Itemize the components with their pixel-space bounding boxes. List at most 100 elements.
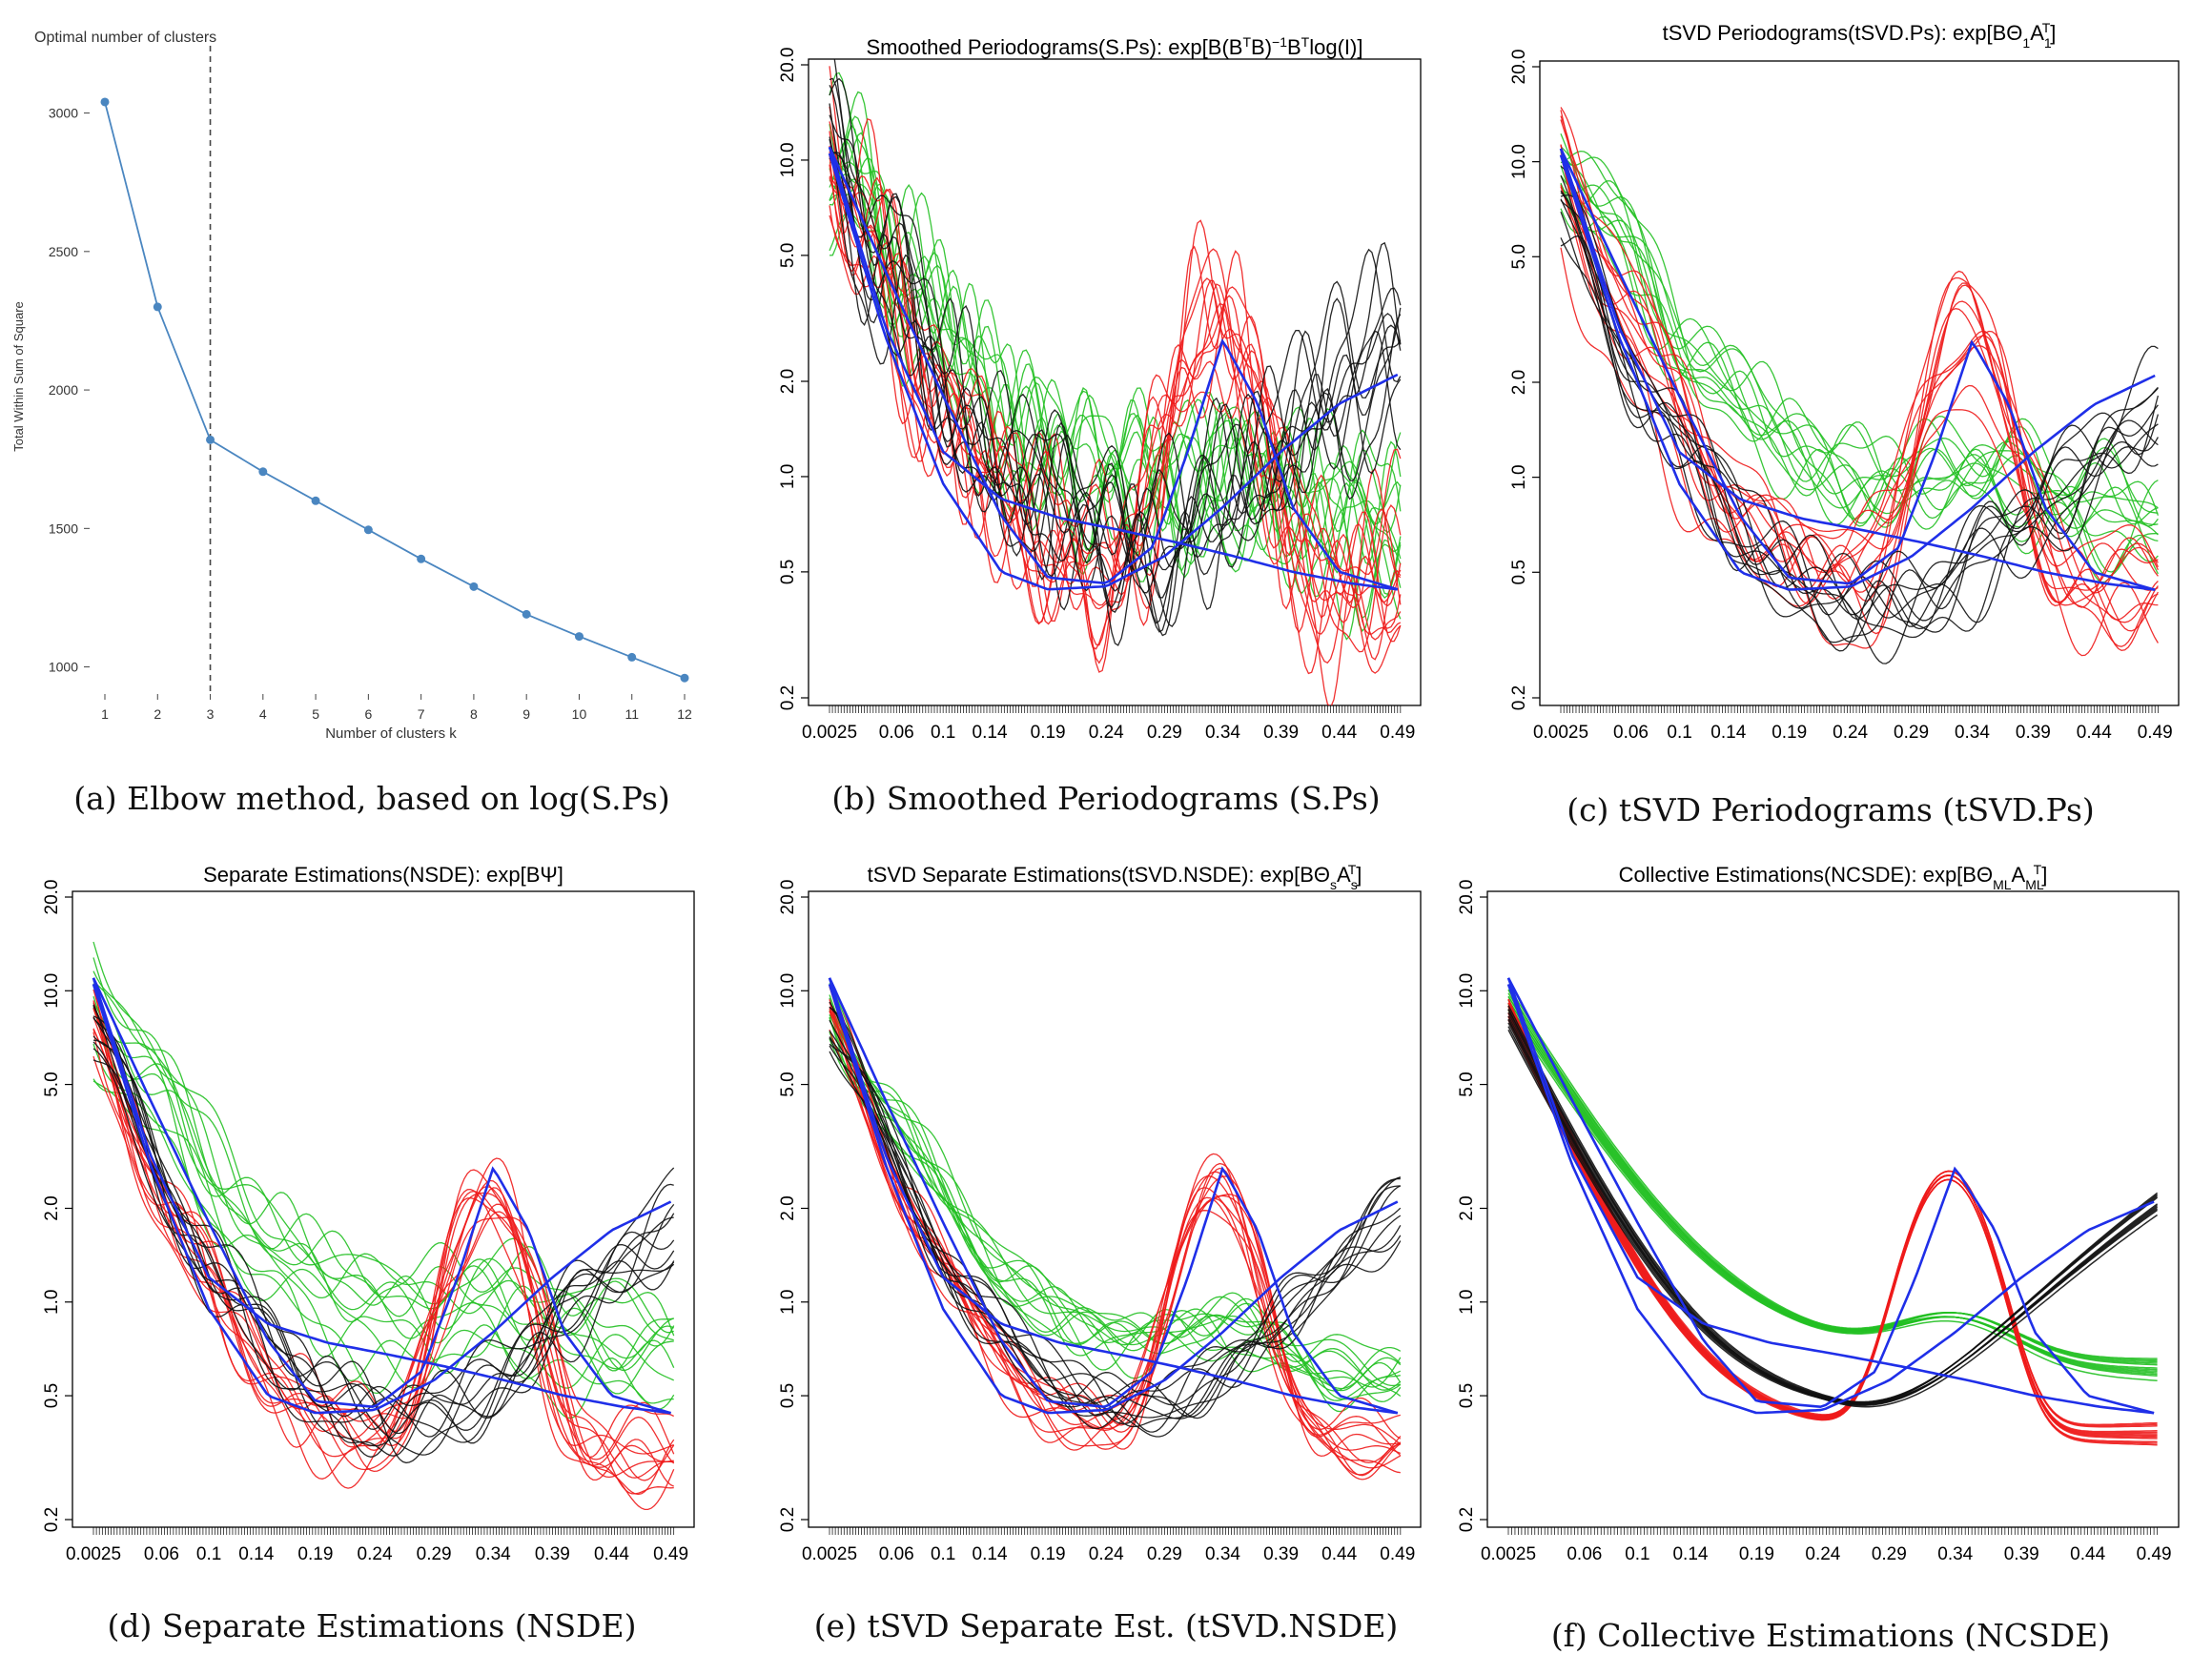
red-series-line bbox=[1507, 1009, 2158, 1435]
red-series-line bbox=[1560, 144, 2159, 594]
elbow-point bbox=[363, 525, 373, 535]
elbow-line bbox=[104, 101, 686, 680]
x-tick-label: 0.1 bbox=[931, 723, 955, 743]
green-series-line bbox=[1560, 150, 2159, 515]
green-series-line bbox=[1560, 184, 2159, 577]
y-tick-label: 0.2 bbox=[778, 685, 798, 710]
red-series-line bbox=[829, 986, 1402, 1476]
black-series-line bbox=[1560, 211, 2159, 643]
x-tick-label: 0.39 bbox=[1263, 1544, 1299, 1564]
red-series-line bbox=[1560, 154, 2159, 591]
x-tick-label: 0.1 bbox=[1667, 723, 1691, 743]
curve-layer bbox=[1559, 107, 2160, 664]
x-tick-label: 0.44 bbox=[2070, 1544, 2105, 1564]
x-tick-label: 0.14 bbox=[1710, 723, 1746, 743]
x-tick-label: 0.19 bbox=[1739, 1544, 1774, 1564]
red-series-line bbox=[92, 1008, 675, 1481]
y-tick-label: 10.0 bbox=[778, 973, 798, 1009]
x-tick-label: 0.06 bbox=[879, 723, 914, 743]
red-series-line bbox=[1560, 150, 2159, 621]
elbow-point bbox=[311, 496, 320, 505]
y-tick-label: 1.0 bbox=[42, 1290, 62, 1315]
red-series-line bbox=[92, 1016, 674, 1479]
black-series-line bbox=[829, 1007, 1402, 1430]
red-series-line bbox=[92, 1031, 674, 1495]
x-tick-label: 0.34 bbox=[1205, 723, 1240, 743]
x-tick-label: 0.14 bbox=[1672, 1544, 1708, 1564]
black-series-line bbox=[829, 138, 1402, 599]
x-tick-label: 0.1 bbox=[1625, 1544, 1649, 1564]
x-tick-label: 0.0025 bbox=[802, 723, 857, 743]
elbow-point bbox=[417, 554, 426, 563]
y-tick-label: 20.0 bbox=[778, 880, 798, 915]
x-tick-label: 0.24 bbox=[1833, 723, 1868, 743]
y-tick-label: 0.2 bbox=[1457, 1507, 1477, 1532]
y-tick-label: 5.0 bbox=[778, 243, 798, 268]
caption-c: (c) tSVD Periodograms (tSVD.Ps) bbox=[1567, 791, 2095, 828]
caption-f: (f) Collective Estimations (NCSDE) bbox=[1550, 1617, 2111, 1654]
spectral-panel-f: Collective Estimations(NCSDE): exp[BΘMLA… bbox=[1457, 862, 2180, 1564]
y-tick-label: 0.5 bbox=[778, 1383, 798, 1408]
caption-b: (b) Smoothed Periodograms (S.Ps) bbox=[831, 780, 1381, 817]
x-tick-label: 12 bbox=[677, 706, 692, 722]
x-tick-label: 0.49 bbox=[1380, 1544, 1415, 1564]
x-tick-label: 5 bbox=[312, 706, 319, 722]
x-tick-label: 0.34 bbox=[476, 1544, 511, 1564]
blue-reference-line bbox=[828, 977, 1399, 1415]
red-series-line bbox=[1507, 1012, 2158, 1434]
panel-title: Smoothed Periodograms(S.Ps): exp[B(BTB)−… bbox=[867, 34, 1363, 59]
y-tick-label: 3000 bbox=[49, 106, 78, 121]
panel-title: tSVD Periodograms(tSVD.Ps): exp[BΘ1A1T] bbox=[1663, 20, 2057, 51]
panel-title: Separate Estimations(NSDE): exp[BΨ] bbox=[203, 863, 563, 887]
black-series-line bbox=[92, 1041, 675, 1438]
y-tick-label: 20.0 bbox=[778, 48, 798, 83]
y-tick-label: 1.0 bbox=[1509, 464, 1529, 489]
red-series-line bbox=[1560, 145, 2159, 606]
black-series-line bbox=[92, 1035, 675, 1458]
x-tick-label: 0.0025 bbox=[1481, 1544, 1536, 1564]
y-tick-label: 10.0 bbox=[1457, 973, 1477, 1009]
y-tick-label: 5.0 bbox=[778, 1072, 798, 1096]
curve-layer bbox=[828, 59, 1402, 705]
elbow-point bbox=[574, 632, 584, 642]
elbow-point bbox=[206, 435, 215, 444]
caption-e: (e) tSVD Separate Est. (tSVD.NSDE) bbox=[813, 1607, 1399, 1644]
red-series-line bbox=[1560, 115, 2159, 608]
green-series-line bbox=[829, 156, 1402, 566]
black-series-line bbox=[829, 1001, 1401, 1419]
green-series-line bbox=[1560, 150, 2160, 524]
black-series-line bbox=[92, 1048, 675, 1443]
black-series-line bbox=[829, 114, 1402, 633]
caption-a: (a) Elbow method, based on log(S.Ps) bbox=[73, 780, 670, 817]
blue-reference-line bbox=[828, 984, 1399, 1415]
elbow-point bbox=[100, 97, 110, 107]
x-tick-label: 0.39 bbox=[1263, 723, 1299, 743]
red-series-line bbox=[1560, 184, 2159, 657]
y-tick-label: 2.0 bbox=[778, 1195, 798, 1220]
black-series-line bbox=[829, 77, 1402, 627]
black-series-line bbox=[1507, 1005, 2159, 1403]
x-tick-label: 0.44 bbox=[1321, 1544, 1357, 1564]
blue-reference-line bbox=[1559, 148, 2156, 591]
red-series-line bbox=[829, 1011, 1402, 1480]
green-series-line bbox=[1507, 995, 2158, 1366]
green-series-line bbox=[829, 1031, 1402, 1364]
green-series-line bbox=[1507, 989, 2158, 1376]
y-tick-label: 0.5 bbox=[42, 1383, 62, 1408]
green-series-line bbox=[829, 997, 1401, 1413]
panel-title: Collective Estimations(NCSDE): exp[BΘMLA… bbox=[1619, 862, 2048, 892]
y-tick-label: 10.0 bbox=[42, 973, 62, 1009]
x-tick-label: 0.34 bbox=[1937, 1544, 1973, 1564]
y-tick-label: 1.0 bbox=[1457, 1290, 1477, 1315]
green-series-line bbox=[829, 994, 1402, 1392]
red-series-line bbox=[1507, 1016, 2158, 1433]
y-tick-label: 0.2 bbox=[778, 1507, 798, 1532]
y-tick-label: 1500 bbox=[49, 521, 78, 536]
spectral-panel-d: Separate Estimations(NSDE): exp[BΨ]0.20.… bbox=[42, 863, 695, 1564]
green-series-line bbox=[92, 983, 675, 1337]
red-series-line bbox=[92, 1000, 674, 1481]
green-series-line bbox=[92, 995, 674, 1359]
chart-title: Optimal number of clusters bbox=[34, 30, 216, 46]
